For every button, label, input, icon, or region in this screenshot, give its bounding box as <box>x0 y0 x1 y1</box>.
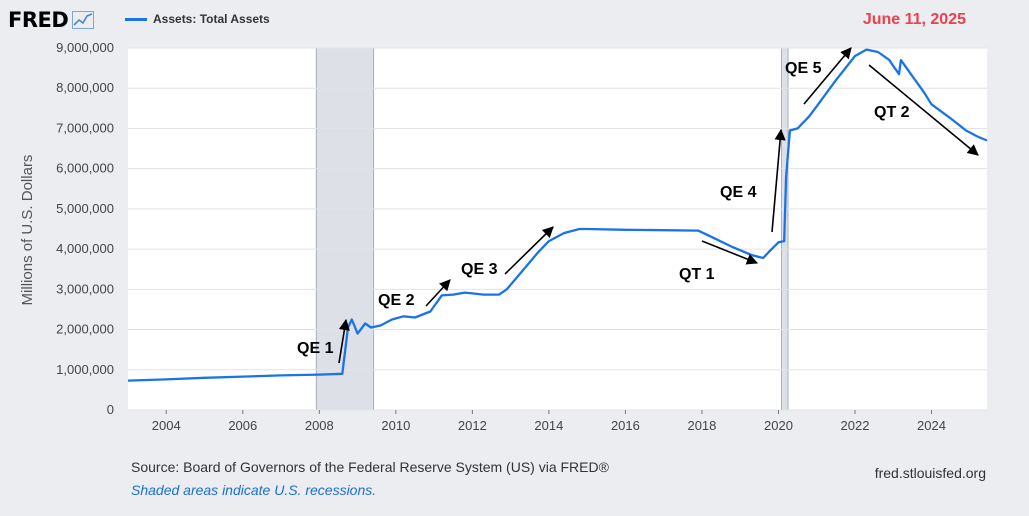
fred-header: FRED <box>8 6 95 34</box>
annotation-label: QE 5 <box>785 60 822 77</box>
y-tick-label: 5,000,000 <box>56 201 114 216</box>
annotation-arrow <box>504 226 554 275</box>
annotation-label: QT 1 <box>679 266 715 283</box>
annotation-label: QT 2 <box>874 104 910 121</box>
x-tick-label: 2012 <box>458 418 487 433</box>
y-tick-label: 1,000,000 <box>56 362 114 377</box>
x-tick-label: 2004 <box>152 418 181 433</box>
annotation-arrow <box>803 47 852 105</box>
x-tick-label: 2024 <box>917 418 946 433</box>
annotation-arrow <box>701 240 759 265</box>
legend-swatch <box>125 17 147 21</box>
x-tick-label: 2006 <box>228 418 257 433</box>
x-tick-label: 2020 <box>764 418 793 433</box>
legend-label: Assets: Total Assets <box>153 12 270 26</box>
y-tick-label: 3,000,000 <box>56 281 114 296</box>
source-text: Source: Board of Governors of the Federa… <box>131 459 609 475</box>
y-axis-label: Millions of U.S. Dollars <box>19 155 36 306</box>
plot-background <box>128 48 987 410</box>
legend: Assets: Total Assets <box>125 12 270 26</box>
annotation-label: QE 4 <box>720 184 757 201</box>
y-tick-label: 2,000,000 <box>56 322 114 337</box>
y-tick-label: 0 <box>107 402 114 417</box>
chart: 0 1,000,000 2,000,000 3,000,000 4,000,000 5,0… <box>19 40 988 433</box>
annotation-arrow <box>771 128 786 233</box>
date-annotation: June 11, 2025 <box>862 11 966 28</box>
annotation-label: QE 1 <box>297 340 334 357</box>
annotation-arrow <box>338 318 350 364</box>
x-tick-label: 2018 <box>687 418 716 433</box>
recession-note: Shaded areas indicate U.S. recessions. <box>131 482 377 498</box>
line-graph-icon <box>72 11 95 29</box>
annotation-arrow <box>425 279 451 307</box>
x-tick-label: 2022 <box>841 418 870 433</box>
y-tick-label: 7,000,000 <box>56 120 114 135</box>
y-tick-label: 4,000,000 <box>56 241 114 256</box>
fred-url[interactable]: fred.stlouisfed.org <box>874 465 986 481</box>
fred-logo[interactable]: FRED <box>8 8 69 32</box>
x-tick-label: 2008 <box>305 418 334 433</box>
y-tick-label: 9,000,000 <box>56 40 114 55</box>
annotation-label: QE 3 <box>461 261 498 278</box>
annotation-arrow <box>868 64 979 156</box>
annotation-label: QE 2 <box>378 292 415 309</box>
x-tick-label: 2016 <box>611 418 640 433</box>
series-line-total-assets <box>127 48 988 382</box>
y-tick-label: 8,000,000 <box>56 80 114 95</box>
x-tick-label: 2014 <box>534 418 563 433</box>
y-tick-label: 6,000,000 <box>56 161 114 176</box>
x-tick-label: 2010 <box>381 418 410 433</box>
